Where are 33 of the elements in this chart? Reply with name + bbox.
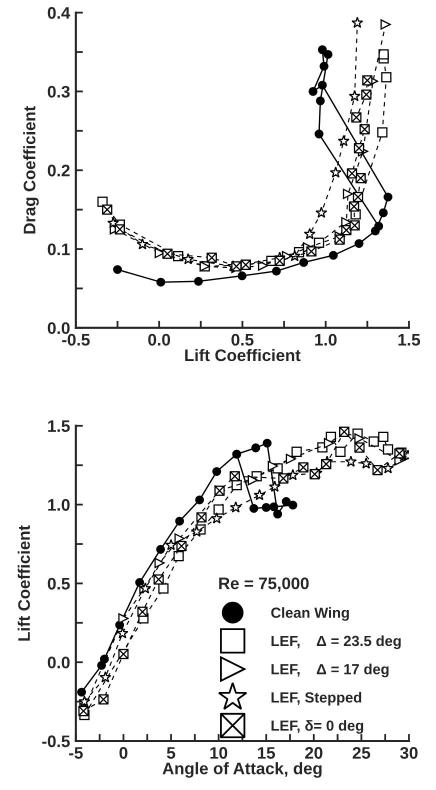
x-tick-label: 20 [305, 747, 322, 759]
x-tick-label: 0.0 [148, 334, 170, 346]
legend-label: LEF, δ= 0 deg [272, 720, 364, 734]
x-axis-title: Angle of Attack, deg [162, 762, 322, 778]
y-tick-label: 1.5 [48, 420, 70, 432]
x-axis-title: Lift Coefficient [185, 348, 301, 362]
x-tick-label: 1.0 [315, 334, 337, 346]
y-axis-title: Lift Coefficient [18, 525, 30, 641]
y-tick-label: 0.1 [48, 243, 70, 256]
legend-label: LEF, Stepped [272, 692, 362, 706]
legend-label: LEF, Δ = 17 deg [272, 664, 389, 678]
y-tick-label: 0.4 [48, 7, 70, 19]
y-tick-label: 0.5 [48, 578, 70, 590]
legend-label: LEF, Δ = 23.5 deg [272, 635, 401, 650]
y-tick-label: 1.0 [48, 499, 70, 511]
x-tick-label: 0.5 [231, 334, 254, 346]
x-tick-label: -5 [69, 747, 83, 759]
y-tick-label: 0.2 [48, 164, 70, 176]
x-tick-label: 30 [400, 747, 418, 759]
x-tick-label: 10 [210, 747, 228, 759]
legend-label: Clean Wing [271, 607, 349, 621]
y-tick-label: 0.0 [48, 322, 70, 334]
x-tick-label: 1.5 [398, 334, 420, 346]
x-tick-label: 15 [258, 747, 276, 759]
legend-title: Re = 75,000 [219, 577, 309, 592]
y-tick-label: 0.3 [48, 86, 70, 98]
y-axis-title: Drag Coefficient [23, 106, 39, 234]
x-tick-label: 25 [352, 747, 370, 759]
x-tick-label: -0.5 [62, 334, 90, 346]
x-tick-label: 0 [119, 747, 128, 759]
y-tick-label: -0.5 [42, 735, 70, 748]
x-tick-label: 5 [166, 747, 176, 759]
y-tick-label: 0.0 [48, 656, 70, 668]
